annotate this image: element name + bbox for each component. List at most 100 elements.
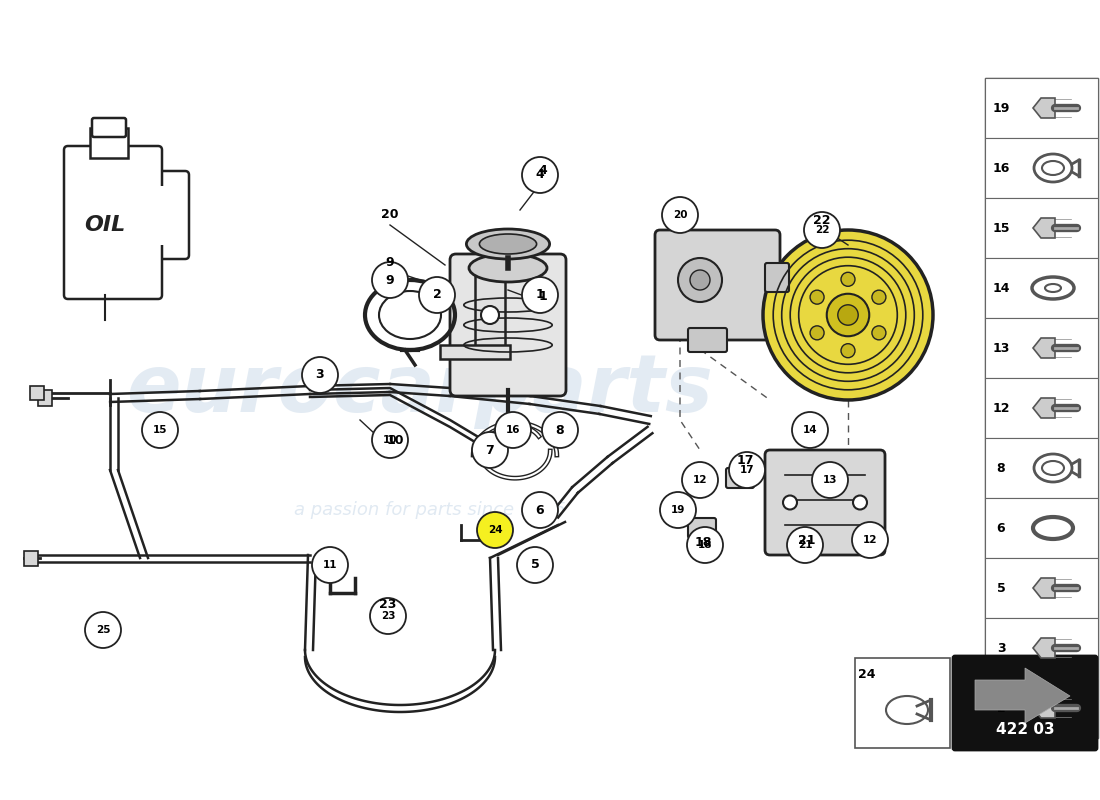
Bar (984, 318, 1098, 378)
FancyBboxPatch shape (146, 171, 189, 259)
Text: a passion for parts since 1985: a passion for parts since 1985 (294, 501, 565, 519)
Text: 22: 22 (815, 225, 829, 235)
Polygon shape (1033, 578, 1055, 598)
Text: 14: 14 (992, 282, 1010, 294)
Bar (39, 390, 52, 406)
Text: 12: 12 (693, 475, 707, 485)
Circle shape (85, 612, 121, 648)
Circle shape (542, 412, 578, 448)
Circle shape (660, 492, 696, 528)
Circle shape (852, 522, 888, 558)
Circle shape (312, 547, 348, 583)
Circle shape (678, 258, 722, 302)
Circle shape (872, 326, 886, 340)
Text: 1: 1 (539, 290, 548, 302)
FancyBboxPatch shape (726, 468, 754, 488)
Bar (855, 658, 950, 748)
Ellipse shape (466, 229, 550, 259)
Text: 3: 3 (316, 369, 324, 382)
Circle shape (372, 422, 408, 458)
Text: 14: 14 (803, 425, 817, 435)
Text: 1: 1 (536, 289, 544, 302)
Circle shape (812, 462, 848, 498)
Circle shape (838, 305, 858, 325)
Circle shape (804, 212, 840, 248)
Text: 15: 15 (992, 222, 1010, 234)
Circle shape (372, 262, 408, 298)
Text: 7: 7 (485, 443, 494, 457)
Circle shape (419, 277, 455, 313)
FancyBboxPatch shape (953, 656, 1097, 750)
Bar (984, 138, 1098, 198)
Circle shape (370, 598, 406, 634)
Bar (984, 438, 1098, 498)
Text: 4: 4 (539, 163, 548, 177)
Circle shape (827, 294, 869, 336)
Text: 5: 5 (530, 558, 539, 571)
Circle shape (495, 412, 531, 448)
Bar (475, 270, 505, 350)
Circle shape (142, 412, 178, 448)
Text: 10: 10 (383, 435, 397, 445)
Text: 422 03: 422 03 (996, 722, 1054, 738)
Text: 4: 4 (536, 169, 544, 182)
Circle shape (302, 357, 338, 393)
Circle shape (842, 344, 855, 358)
Text: 3: 3 (997, 642, 1005, 654)
Bar (30, 386, 44, 400)
Bar (24, 551, 38, 566)
Circle shape (690, 270, 710, 290)
Text: eurocarparts: eurocarparts (126, 351, 714, 429)
Circle shape (786, 527, 823, 563)
Text: 20: 20 (382, 209, 398, 222)
Text: 16: 16 (506, 425, 520, 435)
Bar (984, 378, 1098, 438)
Circle shape (792, 412, 828, 448)
Text: OIL: OIL (85, 215, 125, 235)
Circle shape (783, 495, 798, 510)
Text: 19: 19 (671, 505, 685, 515)
Text: 18: 18 (694, 537, 712, 550)
Text: 18: 18 (697, 540, 713, 550)
Ellipse shape (480, 234, 537, 254)
Text: 25: 25 (96, 625, 110, 635)
FancyBboxPatch shape (154, 186, 180, 245)
Circle shape (522, 492, 558, 528)
Circle shape (472, 432, 508, 468)
Text: 17: 17 (739, 465, 755, 475)
Circle shape (810, 326, 824, 340)
Bar (984, 558, 1098, 618)
Text: 2: 2 (997, 702, 1005, 714)
Text: 23: 23 (379, 598, 397, 610)
Polygon shape (1033, 698, 1055, 718)
Bar (984, 78, 1098, 138)
Bar (984, 258, 1098, 318)
Text: 8: 8 (997, 462, 1005, 474)
FancyBboxPatch shape (450, 254, 566, 396)
Polygon shape (1033, 98, 1055, 118)
FancyBboxPatch shape (90, 128, 128, 158)
FancyBboxPatch shape (764, 450, 886, 555)
Text: 17: 17 (736, 454, 754, 466)
Text: 24: 24 (858, 667, 876, 681)
Text: 5: 5 (997, 582, 1005, 594)
FancyBboxPatch shape (92, 118, 126, 137)
Bar (984, 198, 1098, 258)
Bar (984, 498, 1098, 558)
Circle shape (688, 527, 723, 563)
Bar (440, 345, 510, 359)
Text: 16: 16 (992, 162, 1010, 174)
FancyBboxPatch shape (688, 518, 716, 538)
FancyBboxPatch shape (64, 146, 162, 299)
Text: 12: 12 (862, 535, 878, 545)
Bar (984, 678, 1098, 738)
Circle shape (729, 452, 764, 488)
Text: 9: 9 (386, 274, 394, 286)
Circle shape (517, 547, 553, 583)
Text: 12: 12 (992, 402, 1010, 414)
Text: 10: 10 (386, 434, 404, 446)
Text: 21: 21 (798, 540, 812, 550)
Ellipse shape (469, 254, 547, 282)
Text: 13: 13 (992, 342, 1010, 354)
Text: 24: 24 (487, 525, 503, 535)
